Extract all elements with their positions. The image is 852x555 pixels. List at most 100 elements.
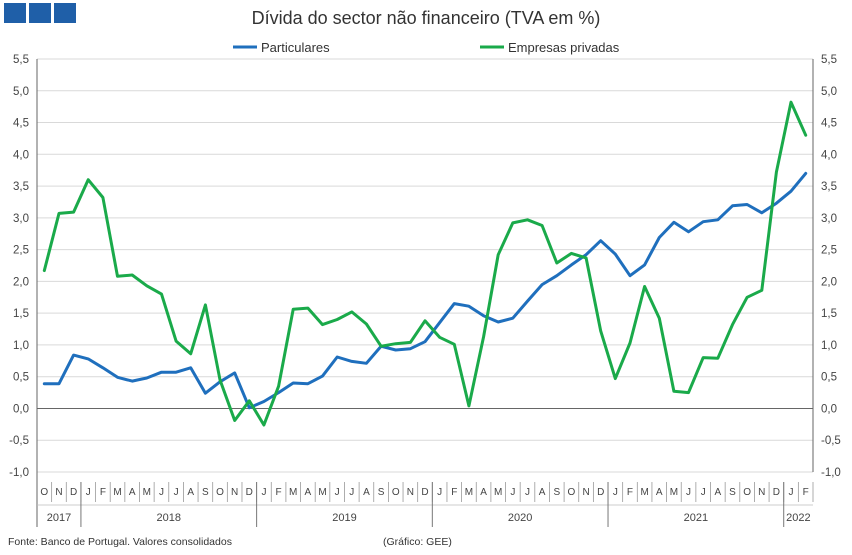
year-label: 2017 — [47, 512, 71, 524]
month-label: S — [553, 487, 560, 498]
y-tick-label: 5,5 — [13, 54, 29, 66]
month-label: J — [174, 487, 179, 498]
legend: Particulares Empresas privadas — [233, 40, 620, 55]
y-tick-label: 4,0 — [821, 149, 837, 161]
y-tick-label: 2,0 — [13, 276, 29, 288]
y-tick-label: 4,5 — [13, 118, 29, 130]
month-label: O — [743, 487, 751, 498]
month-label: D — [597, 487, 604, 498]
month-label: M — [670, 487, 678, 498]
month-label: A — [714, 487, 721, 498]
month-label: M — [318, 487, 326, 498]
year-label: 2022 — [786, 512, 810, 524]
y-tick-label: 5,5 — [821, 54, 837, 66]
month-label: J — [510, 487, 515, 498]
y-tick-label: 1,0 — [821, 340, 837, 352]
month-label: J — [349, 487, 354, 498]
month-label: M — [640, 487, 648, 498]
month-label: S — [729, 487, 736, 498]
month-label: D — [773, 487, 780, 498]
series-line — [42, 171, 808, 410]
y-tick-label: 0,0 — [821, 403, 837, 415]
month-label: N — [582, 487, 589, 498]
y-tick-label: 1,5 — [13, 308, 29, 320]
chart-title: Dívida do sector não financeiro (TVA em … — [251, 8, 601, 28]
y-tick-label: -0,5 — [9, 435, 29, 447]
y-tick-label: 1,5 — [821, 308, 837, 320]
y-tick-label: 2,0 — [821, 276, 837, 288]
y-tick-label: 3,0 — [13, 213, 29, 225]
month-label: A — [656, 487, 663, 498]
month-label: S — [202, 487, 209, 498]
y-tick-label: 3,5 — [13, 181, 29, 193]
month-label: J — [437, 487, 442, 498]
y-tick-label: 0,5 — [13, 372, 29, 384]
y-axis-right: -1,0 -0,5 0,0 0,5 1,0 1,5 2,0 2,5 3,0 3,5 4,0 4,5 5,… — [821, 54, 841, 479]
month-label: N — [758, 487, 765, 498]
month-label: M — [143, 487, 151, 498]
gridlines — [37, 58, 813, 473]
month-label: J — [613, 487, 618, 498]
month-label: J — [86, 487, 91, 498]
year-label: 2020 — [508, 512, 532, 524]
month-label: O — [392, 487, 400, 498]
month-label: A — [539, 487, 546, 498]
y-tick-label: 2,5 — [13, 245, 29, 257]
year-label: 2018 — [157, 512, 181, 524]
month-label: M — [289, 487, 297, 498]
month-label: M — [494, 487, 502, 498]
y-tick-label: 3,0 — [821, 213, 837, 225]
month-label: J — [701, 487, 706, 498]
y-tick-label: -1,0 — [821, 467, 841, 479]
month-label: F — [803, 487, 809, 498]
y-tick-label: -0,5 — [821, 435, 841, 447]
month-label: J — [159, 487, 164, 498]
year-label: 2019 — [332, 512, 356, 524]
month-label: F — [451, 487, 457, 498]
month-label: A — [363, 487, 370, 498]
y-tick-label: 0,0 — [13, 403, 29, 415]
y-tick-label: 0,5 — [821, 372, 837, 384]
source-note: Fonte: Banco de Portugal. Valores consol… — [8, 536, 232, 548]
month-label: O — [568, 487, 576, 498]
month-label: N — [407, 487, 414, 498]
legend-label: Empresas privadas — [508, 40, 620, 55]
year-label: 2021 — [684, 512, 708, 524]
y-tick-label: -1,0 — [9, 467, 29, 479]
series-line — [42, 100, 808, 427]
month-label: A — [480, 487, 487, 498]
y-axis-left: -1,0 -0,5 0,0 0,5 1,0 1,5 2,0 2,5 3,0 3,5 4,0 4,5 5,… — [9, 54, 29, 479]
logo-square — [4, 3, 26, 23]
month-label: A — [129, 487, 136, 498]
y-tick-label: 1,0 — [13, 340, 29, 352]
month-label: N — [231, 487, 238, 498]
logo-square — [54, 3, 76, 23]
y-tick-label: 4,0 — [13, 149, 29, 161]
month-label: O — [40, 487, 48, 498]
y-tick-label: 3,5 — [821, 181, 837, 193]
month-label: F — [100, 487, 106, 498]
month-label: J — [525, 487, 530, 498]
credit-note: (Gráfico: GEE) — [383, 536, 452, 548]
month-label: M — [465, 487, 473, 498]
month-label: D — [421, 487, 428, 498]
y-tick-label: 4,5 — [821, 118, 837, 130]
month-label: S — [378, 487, 385, 498]
y-tick-label: 2,5 — [821, 245, 837, 257]
legend-label: Particulares — [261, 40, 330, 55]
month-label: J — [789, 487, 794, 498]
month-label: A — [187, 487, 194, 498]
month-label: O — [216, 487, 224, 498]
month-label: M — [113, 487, 121, 498]
month-label: J — [335, 487, 340, 498]
month-label: F — [276, 487, 282, 498]
month-label: D — [70, 487, 77, 498]
series-lines — [42, 100, 808, 427]
y-tick-label: 5,0 — [13, 86, 29, 98]
month-label: N — [55, 487, 62, 498]
month-label: A — [305, 487, 312, 498]
logo-square — [29, 3, 51, 23]
brand-logo — [4, 3, 76, 23]
